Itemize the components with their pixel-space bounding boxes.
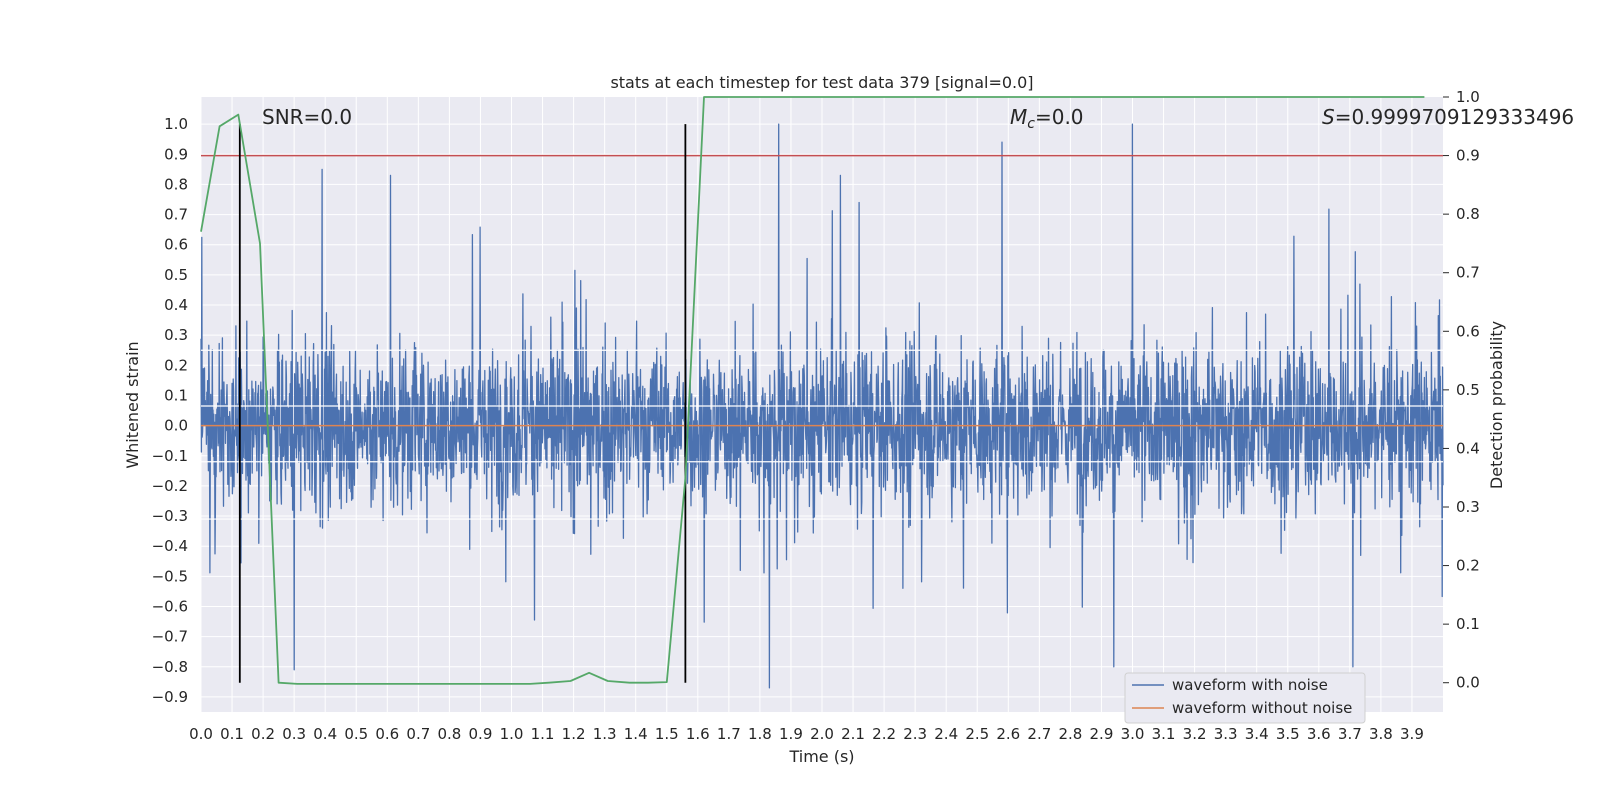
y2-tick-labels: 1.0 0.9 0.8 0.7 0.6 0.5 0.4 0.3 0.2 0.1 0.0 [1443, 88, 1480, 692]
x-tick-label: 2.0 [810, 725, 834, 743]
waveform-with-noise-line [200, 123, 1444, 689]
x-tick-label: 1.7 [717, 725, 741, 743]
x-tick-label: 2.5 [965, 725, 989, 743]
snr-annotation: SNR=0.0 [262, 105, 352, 129]
y-tick-label: 0.8 [164, 175, 188, 193]
y2-tick-label: 0.7 [1456, 264, 1480, 282]
x-tick-label: 3.5 [1276, 725, 1300, 743]
y-tick-label: 0.6 [164, 236, 188, 254]
y-tick-label: −0.8 [152, 658, 188, 676]
y-tick-label: 0.9 [164, 145, 188, 163]
x-tick-label: 1.4 [624, 725, 648, 743]
x-tick-label: 0.5 [344, 725, 368, 743]
x-tick-label: 1.2 [562, 725, 586, 743]
x-tick-label: 3.4 [1245, 725, 1269, 743]
y2-tick-label: 0.5 [1456, 381, 1480, 399]
x-tick-label: 0.6 [375, 725, 399, 743]
x-tick-label: 3.2 [1183, 725, 1207, 743]
y2-tick-label: 1.0 [1456, 88, 1480, 106]
x-tick-label: 2.9 [1090, 725, 1114, 743]
y2-tick-label: 0.6 [1456, 322, 1480, 340]
y-tick-label: −0.3 [152, 507, 188, 525]
y-tick-label: −0.6 [152, 597, 188, 615]
y-tick-label: 0.1 [164, 386, 188, 404]
x-tick-label: 2.3 [903, 725, 927, 743]
chirp-mass-annotation: Mc=0.0 [1010, 105, 1084, 132]
x-tick-label: 1.1 [531, 725, 555, 743]
score-annotation: S=0.9999709129333496 [1322, 105, 1574, 129]
x-tick-label: 0.9 [469, 725, 493, 743]
y2-tick-label: 0.4 [1456, 439, 1480, 457]
legend-label-clean: waveform without noise [1172, 699, 1352, 717]
y-tick-label: −0.1 [152, 447, 188, 465]
y-tick-label: −0.5 [152, 567, 188, 585]
y-tick-label: −0.2 [152, 477, 188, 495]
x-tick-label: 1.6 [686, 725, 710, 743]
noise-trace [200, 123, 1444, 689]
x-tick-label: 3.3 [1214, 725, 1238, 743]
x-tick-label: 2.4 [934, 725, 958, 743]
y-tick-label: −0.7 [152, 628, 188, 646]
y-tick-label: −0.4 [152, 537, 188, 555]
x-tick-label: 0.7 [406, 725, 430, 743]
y-tick-label: 0.2 [164, 356, 188, 374]
x-tick-label: 0.3 [282, 725, 306, 743]
x-tick-label: 0.0 [189, 725, 213, 743]
x-tick-label: 0.8 [437, 725, 461, 743]
legend-box [1124, 672, 1366, 724]
y-tick-label: 0.3 [164, 326, 188, 344]
x-tick-label: 3.0 [1121, 725, 1145, 743]
x-tick-label: 1.0 [500, 725, 524, 743]
x-tick-label: 0.4 [313, 725, 337, 743]
legend-label-noise: waveform with noise [1172, 676, 1328, 694]
x-tick-label: 3.7 [1338, 725, 1362, 743]
y-tick-label: −0.9 [152, 688, 188, 706]
y2-tick-label: 0.2 [1456, 557, 1480, 575]
y-tick-labels: 1.0 0.9 0.8 0.7 0.6 0.5 0.4 0.3 0.2 0.1 0.0 −0.1 −0.… [152, 115, 188, 706]
y2-axis-label: Detection probability [1487, 321, 1506, 489]
detection-probability-line [200, 96, 1425, 685]
x-tick-label: 0.2 [251, 725, 275, 743]
chart-title: stats at each timestep for test data 379… [610, 73, 1033, 92]
x-tick-label: 2.2 [872, 725, 896, 743]
x-tick-label: 1.3 [593, 725, 617, 743]
y2-tick-label: 0.3 [1456, 498, 1480, 516]
x-tick-label: 0.1 [220, 725, 244, 743]
series-layer [200, 96, 1443, 685]
y2-tick-label: 0.9 [1456, 147, 1480, 165]
y-tick-label: 0.5 [164, 266, 188, 284]
x-tick-label: 2.8 [1058, 725, 1082, 743]
x-tick-label: 1.8 [748, 725, 772, 743]
y2-tick-label: 0.8 [1456, 205, 1480, 223]
y-axis-label: Whitened strain [123, 341, 142, 468]
x-tick-label: 1.5 [655, 725, 679, 743]
y-tick-label: 1.0 [164, 115, 188, 133]
x-tick-label: 3.1 [1152, 725, 1176, 743]
x-tick-label: 2.7 [1027, 725, 1051, 743]
x-tick-labels: 0.0 0.1 0.2 0.3 0.4 0.5 0.6 0.7 0.8 0.9 1.0 1.1 1.2 1… [189, 725, 1424, 743]
y-tick-label: 0.0 [164, 417, 188, 435]
y-tick-label: 0.4 [164, 296, 188, 314]
y-tick-label: 0.7 [164, 206, 188, 224]
x-tick-label: 2.6 [996, 725, 1020, 743]
x-tick-label: 2.1 [841, 725, 865, 743]
y2-tick-label: 0.0 [1456, 674, 1480, 692]
x-tick-label: 1.9 [779, 725, 803, 743]
x-axis-label: Time (s) [788, 747, 854, 766]
legend: waveform with noise waveform without noi… [1124, 672, 1366, 724]
x-tick-label: 3.8 [1369, 725, 1393, 743]
y2-tick-label: 0.1 [1456, 615, 1480, 633]
x-tick-label: 3.6 [1307, 725, 1331, 743]
x-tick-label: 3.9 [1400, 725, 1424, 743]
